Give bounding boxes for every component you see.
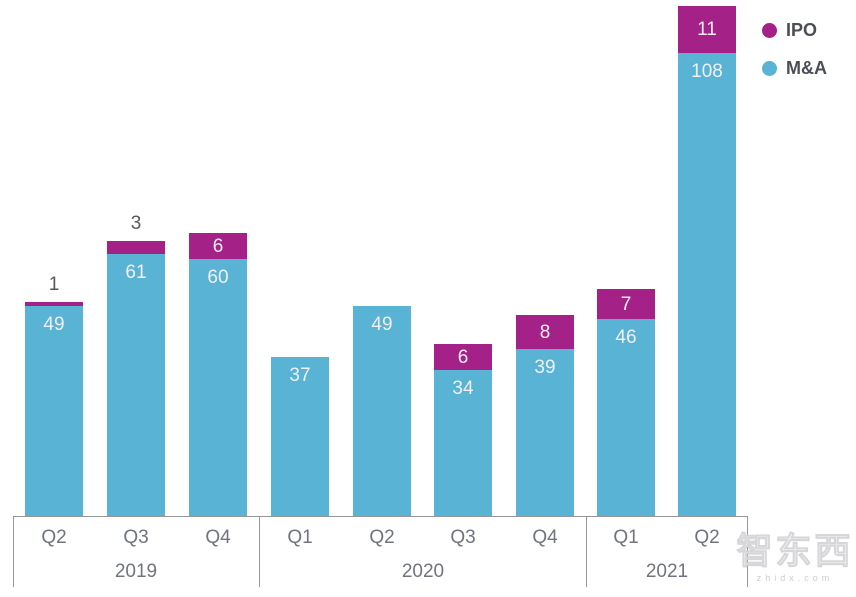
axis-group-divider xyxy=(259,516,260,587)
ma-segment: 49 xyxy=(25,306,83,516)
ipo-value-label-above: 3 xyxy=(130,213,142,234)
watermark: 智东西 zhidx.com xyxy=(736,530,854,583)
bar-2021-q2: 11 108 xyxy=(678,6,736,516)
axis-group-divider xyxy=(747,516,748,587)
ma-segment: 49 xyxy=(353,306,411,516)
ipo-segment: 6 xyxy=(434,344,492,370)
year-label-2019: 2019 xyxy=(114,561,158,582)
legend-item-ipo: IPO xyxy=(762,20,827,40)
year-label-2021: 2021 xyxy=(645,561,689,582)
legend-label-ma: M&A xyxy=(786,58,827,78)
ma-value-label: 60 xyxy=(207,267,229,288)
ipo-segment xyxy=(107,241,165,254)
quarter-label-2021-q2: Q2 xyxy=(694,527,720,548)
ma-value-label: 34 xyxy=(452,378,474,399)
ipo-segment: 7 xyxy=(597,289,655,319)
ipo-value-label: 7 xyxy=(620,293,632,315)
quarter-label-2020-q3: Q3 xyxy=(450,527,476,548)
ma-segment: 39 xyxy=(516,349,574,516)
ipo-value-label: 6 xyxy=(212,235,224,257)
quarter-label-2019-q3: Q3 xyxy=(123,527,149,548)
legend-label-ipo: IPO xyxy=(786,20,818,40)
bar-2020-q3: 6 34 xyxy=(434,344,492,516)
ma-segment: 46 xyxy=(597,319,655,516)
axis-baseline xyxy=(13,516,747,517)
ma-segment: 61 xyxy=(107,254,165,516)
legend-item-ma: M&A xyxy=(762,58,827,78)
ipo-value-label: 11 xyxy=(697,19,717,40)
ma-segment: 60 xyxy=(189,259,247,516)
ipo-segment: 8 xyxy=(516,315,574,349)
watermark-subtext: zhidx.com xyxy=(756,573,834,583)
ipo-segment: 11 xyxy=(678,6,736,53)
ma-value-label: 46 xyxy=(615,327,637,348)
bar-2020-q4: 8 39 xyxy=(516,315,574,516)
ma-value-label: 108 xyxy=(691,61,723,82)
axis-group-divider xyxy=(586,516,587,587)
ma-legend-dot-icon xyxy=(762,60,777,76)
ipo-segment: 6 xyxy=(189,233,247,259)
ma-value-label: 39 xyxy=(534,357,556,378)
bar-2019-q4: 6 60 xyxy=(189,233,247,516)
axis-group-divider xyxy=(13,516,14,587)
bar-2019-q3: 61 3 xyxy=(107,214,165,516)
ma-value-label: 49 xyxy=(43,314,65,335)
year-label-2020: 2020 xyxy=(401,561,445,582)
bar-2020-q2: 49 xyxy=(353,306,411,516)
ipo-value-label: 8 xyxy=(539,321,551,343)
ma-value-label: 49 xyxy=(371,314,393,335)
quarter-label-2020-q4: Q4 xyxy=(532,527,558,548)
quarter-label-2020-q1: Q1 xyxy=(287,527,313,548)
ma-segment: 37 xyxy=(271,357,329,516)
legend: IPO M&A xyxy=(762,20,827,78)
quarter-label-2020-q2: Q2 xyxy=(369,527,395,548)
ma-segment: 108 xyxy=(678,53,736,516)
ipo-value-label-above: 1 xyxy=(48,274,60,295)
ipo-legend-dot-icon xyxy=(762,22,777,38)
watermark-text: 智东西 xyxy=(736,530,854,571)
ipo-value-label: 6 xyxy=(457,346,469,368)
bar-2021-q1: 7 46 xyxy=(597,289,655,516)
bar-2019-q2: 49 1 xyxy=(25,275,83,516)
ma-value-label: 61 xyxy=(125,262,147,283)
quarter-label-2019-q2: Q2 xyxy=(41,527,67,548)
quarter-label-2019-q4: Q4 xyxy=(205,527,231,548)
quarter-label-2021-q1: Q1 xyxy=(613,527,639,548)
bar-2020-q1: 37 xyxy=(271,357,329,516)
ma-segment: 34 xyxy=(434,370,492,516)
ma-value-label: 37 xyxy=(289,365,311,386)
ipo-segment xyxy=(25,302,83,306)
